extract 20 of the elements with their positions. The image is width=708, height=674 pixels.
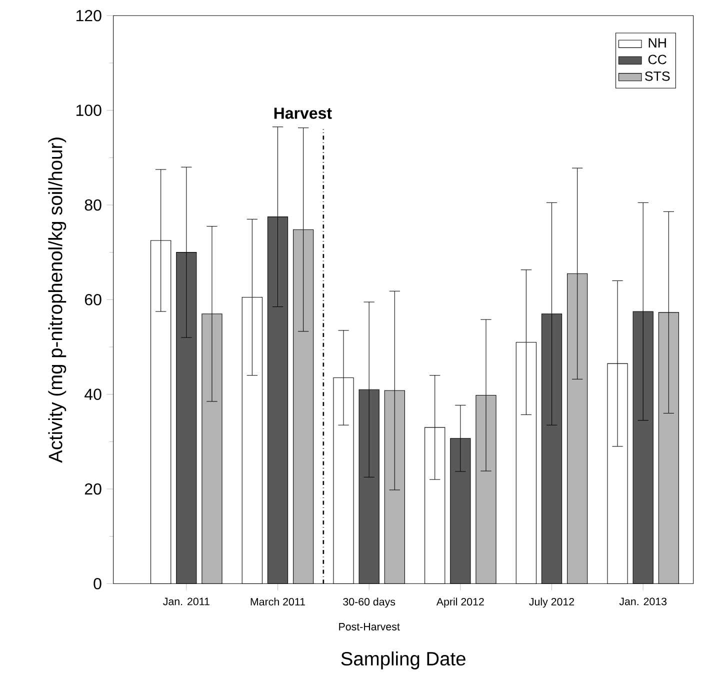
y-tick-label: 0 — [94, 578, 102, 590]
x-tick-label: July 2012 — [529, 598, 574, 608]
x-tick-label: Jan. 2013 — [619, 598, 667, 606]
annotation: Harvest — [274, 108, 332, 119]
y-tick-label: 80 — [84, 199, 102, 211]
legend-label: NH — [648, 38, 666, 48]
y-tick-label: 40 — [84, 388, 102, 400]
y-tick-label: 20 — [84, 483, 102, 495]
x-tick-label: 30-60 days — [343, 598, 396, 608]
y-tick-label: 120 — [76, 10, 102, 22]
x-tick-label: April 2012 — [436, 598, 484, 608]
text: Post-Harvest — [339, 623, 400, 631]
y-tick-label: 60 — [84, 294, 102, 306]
x-tick-label: March 2011 — [250, 598, 305, 606]
x-tick-label: Jan. 2011 — [163, 598, 210, 606]
legend-label: STS — [645, 72, 670, 81]
y-axis-title: Activity (mg p-nitrophenol/kg soil/hour) — [48, 138, 66, 463]
x-axis-title: Sampling Date — [341, 652, 466, 670]
legend-label: CC — [648, 54, 666, 64]
y-tick-label: 100 — [76, 104, 102, 116]
